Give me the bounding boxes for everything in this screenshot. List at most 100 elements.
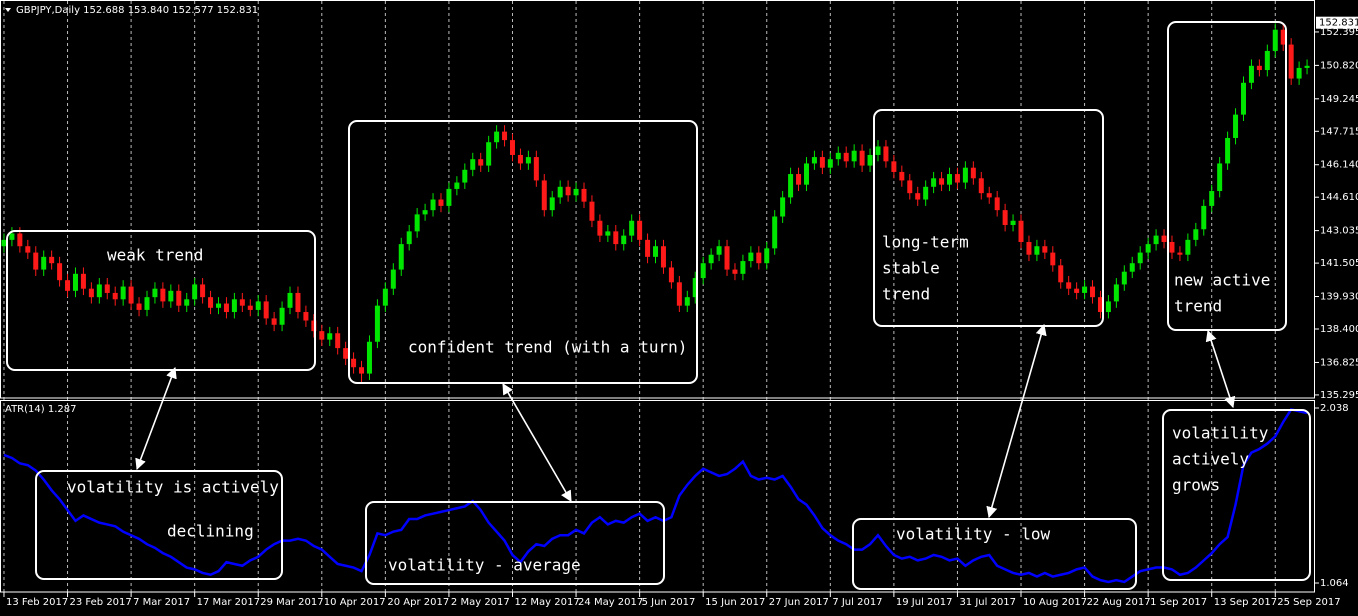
current-price-label: 152.831	[1319, 18, 1358, 29]
candle-body	[1145, 244, 1151, 253]
candle-body	[1177, 252, 1183, 255]
candle-body	[549, 197, 555, 211]
candle-body	[168, 290, 174, 302]
annotation-text: confident trend (with a turn)	[408, 338, 687, 357]
candle-body	[899, 171, 905, 181]
candle-body	[954, 174, 960, 183]
candle-body	[231, 299, 237, 313]
candle-body	[811, 157, 817, 164]
candle-body	[517, 154, 523, 164]
candle-body	[1097, 297, 1103, 313]
candle-body	[724, 246, 730, 270]
candle-body	[676, 282, 682, 306]
candle-body	[788, 174, 794, 198]
y-tick-label: 144.610	[1320, 192, 1358, 203]
candle-body	[1026, 241, 1032, 255]
candle-body	[311, 320, 317, 332]
x-tick-label: 15 Jun 2017	[705, 597, 765, 608]
candle-body	[438, 199, 444, 206]
candle-body	[25, 246, 31, 253]
candle-body	[1240, 82, 1246, 115]
candle-body	[748, 252, 754, 262]
candle-body	[605, 231, 611, 236]
candle-body	[96, 284, 102, 298]
candle-body	[1201, 205, 1207, 230]
candle-body	[708, 254, 714, 264]
menu-triangle[interactable]	[5, 8, 11, 12]
candle-body	[104, 284, 110, 293]
candle-body	[772, 216, 778, 249]
candle-body	[160, 288, 166, 302]
candle-body	[17, 233, 23, 247]
candle-body	[255, 301, 261, 310]
candle-body	[613, 231, 619, 245]
candle-body	[366, 341, 372, 374]
candle-body	[1153, 235, 1159, 245]
candle-body	[1010, 220, 1016, 226]
annotation-text: grows	[1172, 476, 1220, 495]
atr-panel-frame	[0, 400, 1315, 593]
candle-body	[939, 178, 945, 185]
candle-body	[1288, 44, 1294, 79]
candle-body	[65, 280, 71, 291]
annotation-text: new active	[1174, 271, 1270, 290]
candle-body	[462, 169, 468, 183]
x-tick-label: 31 Jul 2017	[959, 597, 1016, 608]
annotation-box	[852, 518, 1137, 590]
candle-body	[653, 246, 659, 257]
candle-body	[422, 210, 428, 215]
candle-body	[152, 288, 158, 298]
candle-body	[1121, 271, 1127, 285]
candle-body	[573, 188, 579, 196]
annotation-text: volatility - average	[388, 556, 581, 575]
candle-body	[780, 197, 786, 217]
candle-body	[581, 188, 587, 202]
candle-body	[120, 286, 126, 300]
candle-body	[637, 220, 643, 240]
x-tick-label: 17 Mar 2017	[197, 597, 260, 608]
candle-body	[875, 146, 881, 155]
candle-body	[303, 312, 309, 321]
candle-body	[668, 267, 674, 283]
candle-body	[1042, 246, 1048, 253]
candle-body	[327, 333, 333, 340]
x-tick-label: 13 Feb 2017	[6, 597, 68, 608]
candle-body	[803, 163, 809, 185]
annotation-text: declining	[167, 522, 254, 541]
x-tick-label: 2 May 2017	[451, 597, 510, 608]
y-tick-label: 2.038	[1320, 403, 1349, 414]
candle-body	[557, 186, 563, 198]
annotation-box	[348, 120, 698, 384]
candle-body	[295, 292, 301, 313]
candle-body	[947, 174, 953, 185]
y-tick-label: 138.400	[1320, 324, 1358, 335]
candle-body	[621, 235, 627, 245]
x-tick-label: 20 Apr 2017	[387, 597, 449, 608]
candle-body	[287, 292, 293, 308]
candle-body	[470, 159, 476, 170]
x-tick-label: 10 Apr 2017	[324, 597, 386, 608]
annotation-text: actively	[1172, 450, 1249, 469]
annotations: weak trend confident trend (with a turn)…	[6, 21, 1311, 590]
candle-body	[144, 297, 150, 310]
candle-body	[923, 186, 929, 200]
candle-body	[1193, 229, 1199, 240]
candle-body	[223, 303, 229, 313]
candle-body	[247, 305, 253, 310]
y-tick-label: 1.064	[1320, 578, 1349, 589]
candle-body	[1034, 246, 1040, 255]
arrow	[1205, 329, 1236, 409]
candle-body	[525, 157, 531, 164]
candle-body	[41, 256, 47, 270]
annotation-text: volatility - low	[896, 525, 1050, 544]
candle-body	[597, 220, 603, 236]
candle-body	[732, 269, 738, 274]
price-panel-frame	[0, 0, 1315, 399]
atr-line	[3, 408, 1308, 584]
annotation-text: volatility	[1172, 424, 1269, 443]
y-tick-label: 143.035	[1320, 226, 1358, 237]
candle-body	[359, 367, 365, 374]
x-tick-label: 27 Jun 2017	[769, 597, 829, 608]
x-tick-label: 23 Feb 2017	[70, 597, 132, 608]
